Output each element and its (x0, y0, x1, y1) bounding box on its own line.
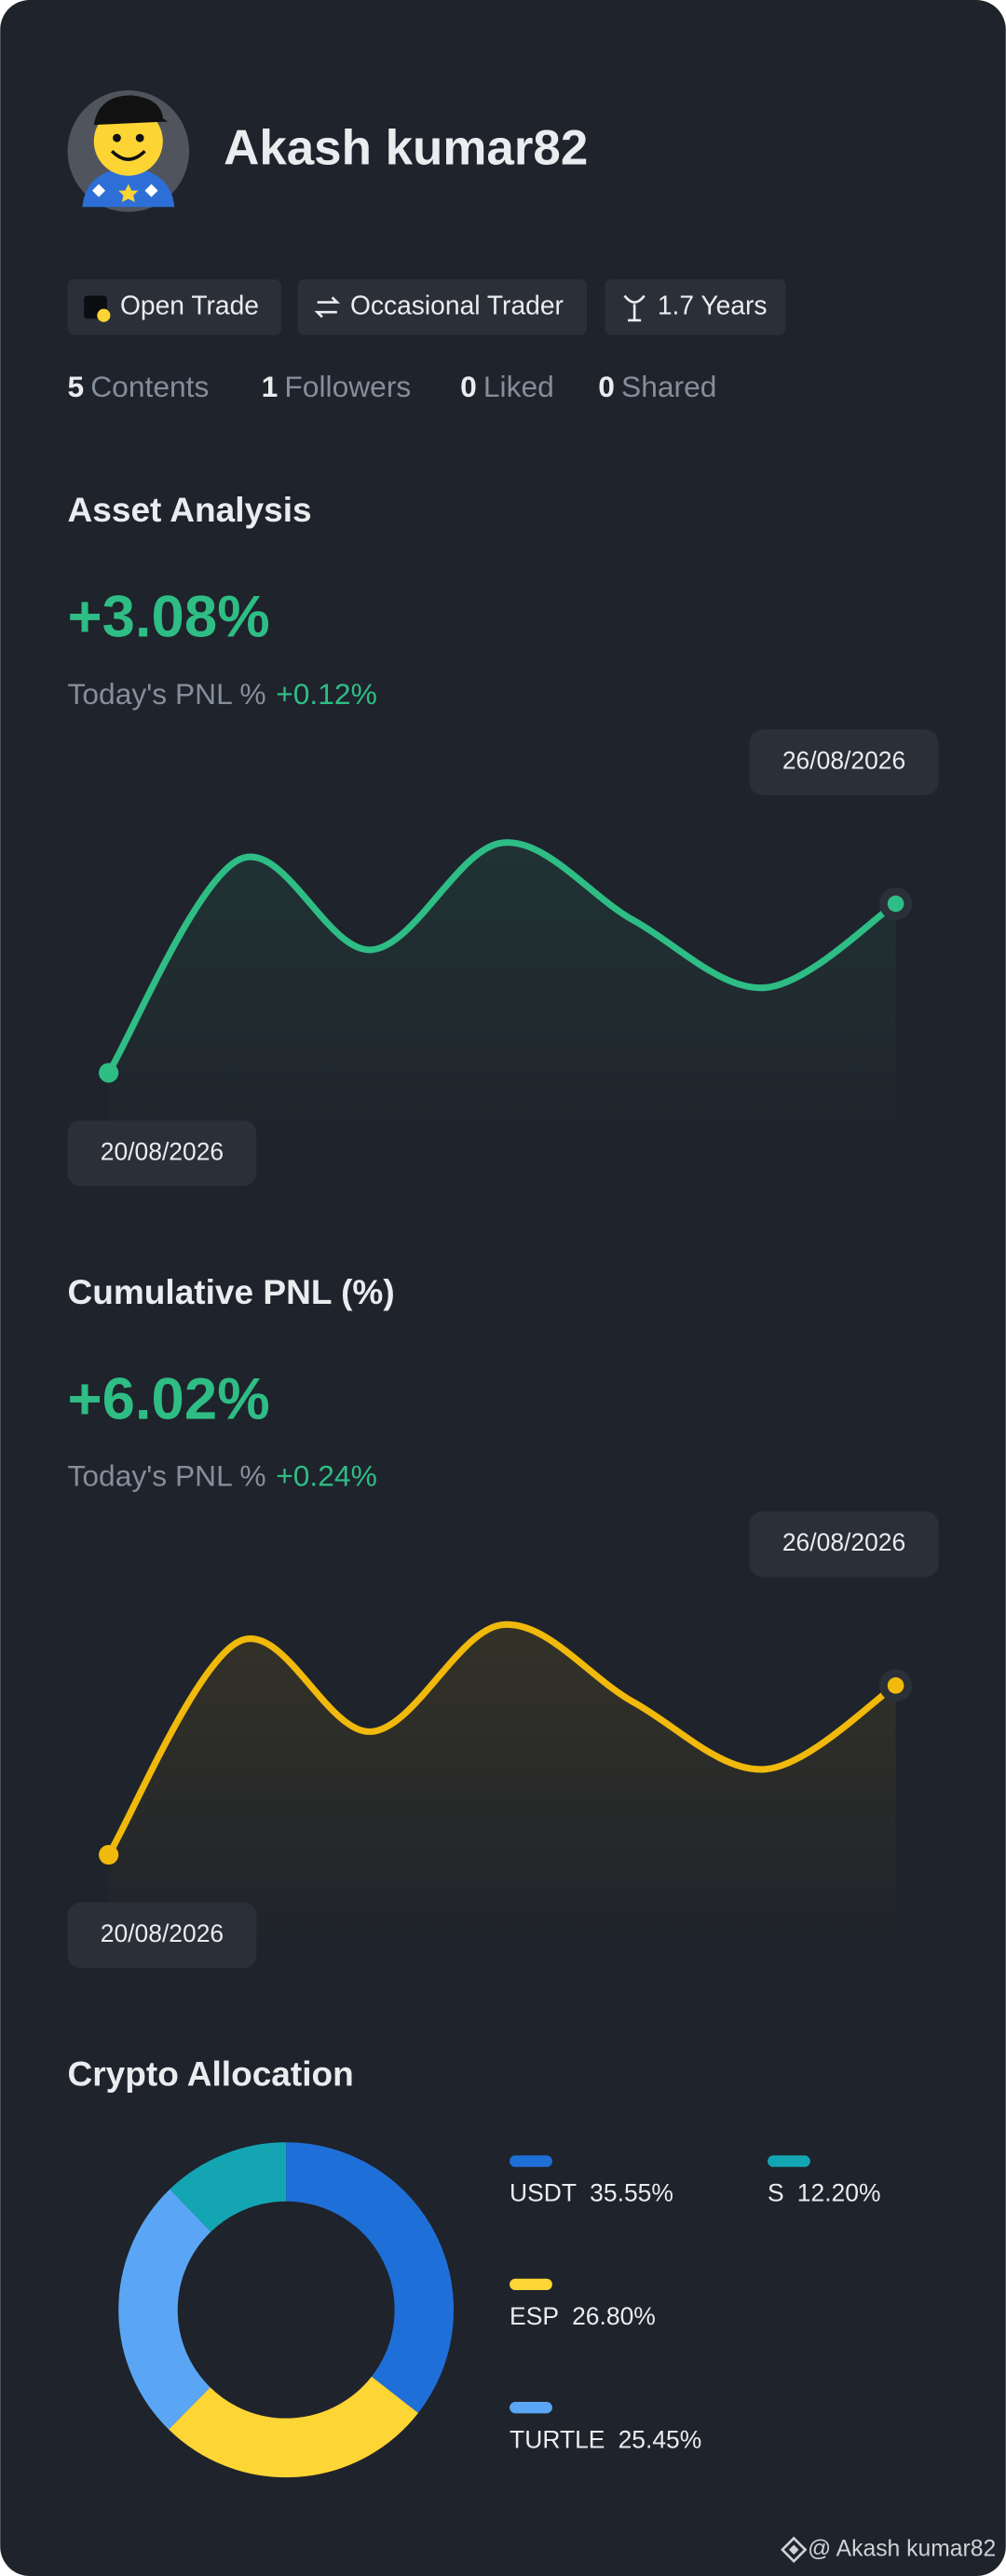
start-point (99, 1063, 119, 1083)
start-point (99, 1845, 119, 1865)
stat-count: 0 (460, 370, 477, 403)
line-area (108, 1624, 896, 1949)
pnl-value: +0.24% (276, 1459, 377, 1493)
legend-entry: USDT 35.55% (510, 2179, 673, 2207)
pnl-label: Today's PNL % (68, 1459, 266, 1493)
stat: 0 Liked (460, 370, 554, 403)
date-label: 20/08/2026 (101, 1137, 224, 1165)
tag: Occasional Trader (297, 278, 587, 335)
section-title: Asset Analysis (68, 490, 312, 529)
date-label: 26/08/2026 (782, 1528, 905, 1556)
legend-entry: TURTLE 25.45% (510, 2425, 701, 2453)
legend-value: 25.45% (619, 2425, 702, 2453)
section-title: Cumulative PNL (%) (68, 1272, 395, 1311)
stat-label: Liked (483, 370, 554, 403)
legend-swatch (510, 2402, 552, 2414)
tag-icon-badge (97, 308, 111, 322)
headline-value: +3.08% (68, 585, 270, 650)
tag-label: 1.7 Years (658, 290, 768, 319)
avatar (67, 90, 190, 212)
tag-icon (314, 296, 341, 319)
tag-icon (623, 294, 646, 322)
end-point (887, 895, 904, 913)
legend-name: S (768, 2179, 784, 2207)
pnl-line: Today's PNL % +0.24% (68, 1459, 377, 1493)
pnl-line: Today's PNL % +0.12% (68, 677, 377, 711)
end-point (887, 1677, 904, 1694)
stat-count: 1 (262, 370, 279, 403)
legend-swatch (510, 2278, 552, 2291)
donut-segment (170, 2142, 288, 2232)
date-label: 26/08/2026 (782, 746, 905, 774)
legend-name: ESP (510, 2302, 559, 2330)
headline-value: +6.02% (68, 1366, 270, 1431)
donut-segment (285, 2142, 455, 2413)
stat-label: Contents (90, 370, 209, 403)
date-label: 20/08/2026 (101, 1919, 224, 1947)
tag-label: Open Trade (120, 290, 259, 319)
donut-segment (169, 2376, 418, 2478)
stat: 0 Shared (598, 370, 716, 403)
pnl-value: +0.12% (276, 677, 377, 711)
legend-swatch (510, 2155, 552, 2167)
watermark-icon (781, 2536, 808, 2563)
tag: Open Trade (67, 278, 281, 335)
line (105, 1620, 900, 1859)
donut-segment (118, 2189, 211, 2430)
legend-entry: S 12.20% (768, 2179, 880, 2207)
watermark: @ Akash kumar82 (808, 2536, 996, 2561)
legend-entry: ESP 26.80% (510, 2302, 656, 2330)
legend-value: 35.55% (590, 2179, 673, 2207)
date-tooltip (749, 1511, 939, 1578)
tag-background (67, 278, 281, 335)
legend-value: 12.20% (797, 2179, 881, 2207)
stat-count: 5 (68, 370, 85, 403)
stat: 1 Followers (262, 370, 412, 403)
line-area (108, 842, 896, 1167)
pnl-label: Today's PNL % (68, 677, 266, 711)
stat: 5 Contents (68, 370, 210, 403)
legend-swatch (768, 2155, 810, 2167)
legend-value: 26.80% (572, 2302, 656, 2330)
legend-name: TURTLE (510, 2425, 605, 2453)
stat-label: Shared (621, 370, 716, 403)
tag-background (297, 278, 587, 335)
tag-background (605, 278, 786, 335)
tag-label: Occasional Trader (350, 290, 564, 319)
date-tooltip (67, 1120, 257, 1186)
profile-name: Akash kumar82 (224, 120, 588, 175)
section-title: Crypto Allocation (68, 2054, 354, 2094)
legend-name: USDT (510, 2179, 577, 2207)
date-tooltip (67, 1902, 257, 1969)
tag: 1.7 Years (605, 278, 786, 335)
stat-label: Followers (284, 370, 411, 403)
stat-count: 0 (598, 370, 615, 403)
line (105, 839, 900, 1077)
date-tooltip (749, 729, 939, 795)
